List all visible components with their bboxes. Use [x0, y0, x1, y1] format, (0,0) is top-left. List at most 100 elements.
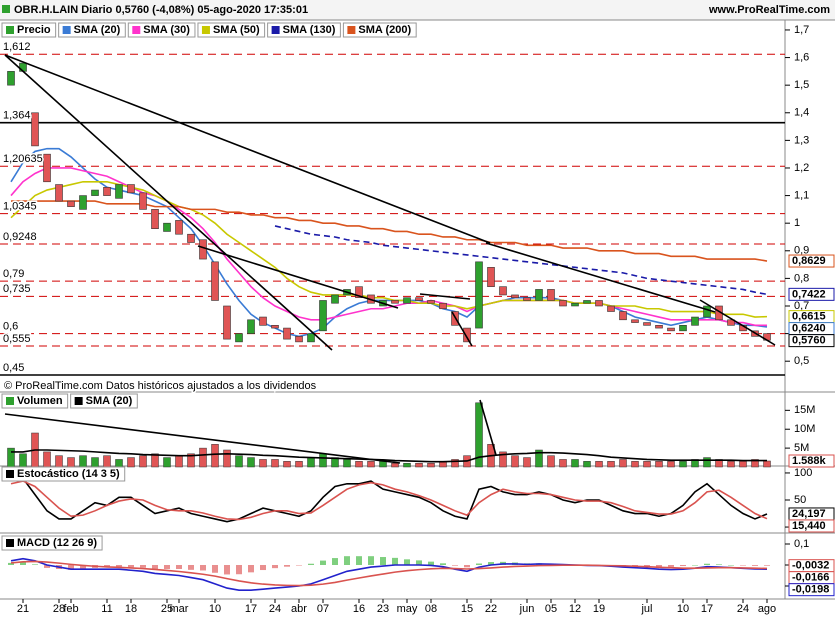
macd-hist — [68, 565, 74, 570]
volume-bar — [751, 459, 759, 468]
level-label: 0,9248 — [3, 231, 37, 243]
volume-bar — [91, 457, 99, 468]
level-label: 1,612 — [3, 41, 31, 53]
volume-bar — [451, 459, 459, 468]
candle — [199, 239, 207, 260]
candle — [691, 316, 699, 326]
macd-hist — [140, 565, 146, 568]
candle — [151, 209, 159, 230]
legend-label: SMA (200) — [358, 24, 411, 36]
legend-item: SMA (130) — [267, 22, 341, 38]
volume-bar — [151, 453, 159, 468]
legend-swatch — [6, 26, 14, 34]
volume-bar — [763, 460, 771, 468]
x-tick-label: may — [397, 603, 418, 615]
legend-box — [1, 393, 69, 409]
x-tick-label: 25 — [161, 603, 173, 615]
legend-swatch — [6, 539, 14, 547]
volume-bar — [343, 459, 351, 468]
candle — [91, 189, 99, 196]
candle — [67, 200, 75, 207]
volume-bar — [211, 444, 219, 468]
candle — [187, 233, 195, 243]
candle — [571, 302, 579, 307]
y-tick-label: 1,7 — [794, 24, 809, 36]
legend-swatch — [62, 26, 71, 34]
price-tag — [788, 519, 835, 533]
macd-hist — [200, 565, 206, 571]
volume-bar — [115, 459, 123, 468]
volume-bar — [187, 453, 195, 468]
macd-hist — [692, 565, 698, 566]
macd-hist — [236, 565, 242, 575]
y-tick-label: 1,3 — [794, 134, 809, 146]
y-tick-label: 15M — [794, 404, 815, 416]
price-tag — [788, 583, 835, 597]
line — [11, 200, 768, 262]
macd-hist — [224, 565, 230, 575]
candle — [271, 325, 279, 329]
level-label: 1,20635 — [3, 153, 43, 165]
legend-item: MACD (12 26 9) — [1, 535, 103, 551]
volume-bar — [127, 457, 135, 468]
y-tick-label: 50 — [794, 494, 806, 506]
y-tick-label: 1,6 — [794, 51, 809, 63]
macd-hist — [128, 565, 134, 568]
legend-box — [1, 22, 57, 38]
legend-box — [70, 393, 138, 409]
x-tick-label: 18 — [125, 603, 137, 615]
volume-bar — [475, 402, 483, 468]
candle — [175, 220, 183, 235]
x-tick-label: 17 — [701, 603, 713, 615]
volume-bar — [7, 447, 15, 468]
legend-box — [1, 466, 126, 482]
volume-bar — [427, 462, 435, 468]
volume-bar — [391, 462, 399, 468]
trend-lines — [4, 54, 776, 464]
x-tick-label: 28 — [53, 603, 65, 615]
macd-hist — [476, 563, 482, 565]
legend-box — [58, 22, 126, 38]
candle — [631, 319, 639, 323]
volume-bar — [739, 461, 747, 468]
candle — [355, 286, 363, 299]
line — [10, 474, 768, 523]
price-tag — [788, 454, 835, 468]
macd-hist — [212, 565, 218, 573]
legend-item: Estocástico (14 3 5) — [1, 466, 126, 482]
level-label: 0,555 — [3, 333, 31, 345]
volume-bar — [379, 461, 387, 468]
price-tag-label: 0,6240 — [792, 323, 826, 335]
volume-bar — [79, 455, 87, 468]
macd-hist — [248, 565, 254, 573]
x-tick-label: 22 — [485, 603, 497, 615]
source-note: © ProRealTime.com Datos históricos ajust… — [4, 380, 317, 392]
macd-hist — [356, 556, 362, 565]
level-label: 0,735 — [3, 283, 31, 295]
candle — [7, 71, 15, 86]
x-tick-label: 10 — [209, 603, 221, 615]
volume-bar — [307, 457, 315, 468]
candle — [79, 195, 87, 210]
level-label: 1,364 — [3, 110, 31, 122]
macd-hist — [716, 564, 722, 565]
y-tick-label: 5M — [794, 442, 809, 454]
x-tick-label: feb — [63, 603, 78, 615]
candle — [295, 336, 303, 343]
candle — [163, 222, 171, 232]
trend-line — [699, 299, 776, 346]
macd-hist — [668, 565, 674, 567]
x-tick-label: mar — [170, 603, 189, 615]
volume-bar — [43, 451, 51, 468]
macd-hist — [404, 559, 410, 565]
volume-bar — [355, 461, 363, 468]
candle — [139, 192, 147, 210]
volume-bar — [499, 451, 507, 468]
candle — [499, 286, 507, 296]
macd-hist — [704, 563, 710, 565]
x-tick-label: 07 — [317, 603, 329, 615]
price-tag-label: 0,5760 — [792, 335, 826, 347]
x-tick-label: 15 — [461, 603, 473, 615]
header-title: OBR.H.LAIN Diario 0,5760 (-4,08%) 05-ago… — [14, 4, 308, 16]
candle — [595, 300, 603, 307]
